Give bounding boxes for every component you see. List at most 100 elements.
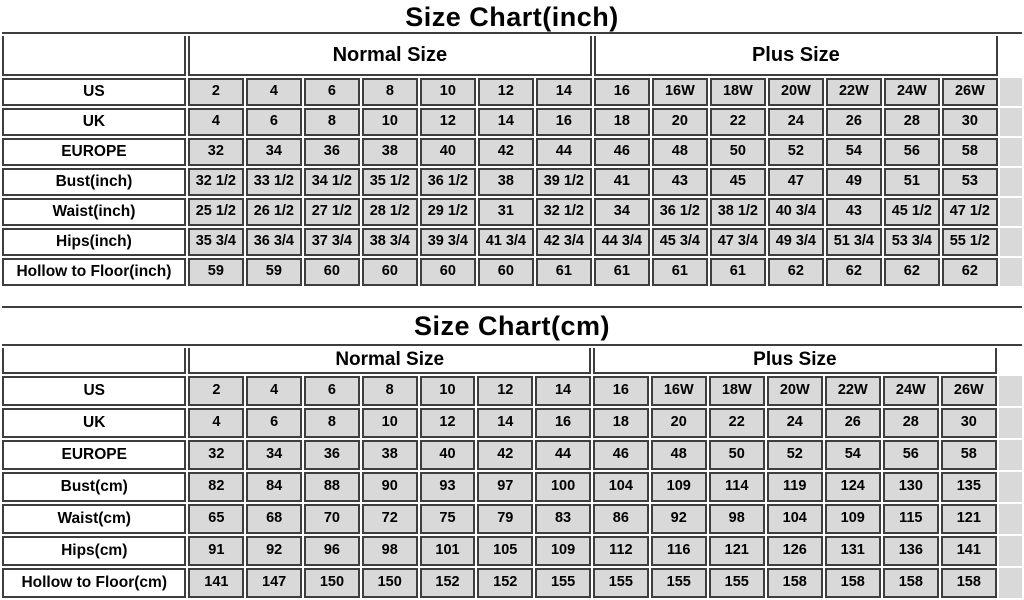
partial-next-column-cell [999, 78, 1022, 106]
size-value-cell: 59 [187, 258, 244, 286]
size-value-cell: 14 [477, 408, 534, 438]
size-value-cell: 39 3/4 [419, 228, 476, 256]
size-value-cell: 150 [304, 568, 360, 598]
size-value-cell: 6 [303, 78, 360, 106]
row-label: UK [2, 408, 187, 438]
size-value-cell: 27 1/2 [303, 198, 360, 226]
size-value-cell: 24W [883, 78, 940, 106]
size-value-cell: 4 [246, 376, 303, 406]
partial-next-column-cell [999, 108, 1022, 136]
row-label: US [2, 78, 186, 106]
size-value-cell: 26W [940, 376, 997, 406]
size-value-cell: 141 [188, 568, 245, 598]
size-value-cell: 8 [303, 108, 360, 136]
row-label: EUROPE [2, 138, 186, 166]
size-value-cell: 60 [419, 258, 476, 286]
size-value-cell: 10 [419, 376, 476, 406]
size-value-cell: 158 [940, 568, 997, 598]
size-value-cell: 14 [535, 78, 592, 106]
row-label: Hips(inch) [2, 228, 186, 256]
size-value-cell: 158 [824, 568, 881, 598]
size-value-cell: 45 [709, 168, 766, 196]
size-value-cell: 20 [651, 108, 708, 136]
size-value-cell: 16W [650, 376, 707, 406]
size-value-cell: 18 [593, 108, 650, 136]
size-value-cell: 88 [304, 472, 360, 502]
size-value-cell: 131 [824, 536, 881, 566]
row-label: Bust(cm) [2, 472, 187, 502]
size-value-cell: 155 [592, 568, 649, 598]
partial-next-column-cell [999, 348, 1022, 374]
partial-next-column-cell [998, 504, 1022, 534]
size-value-cell: 16 [535, 108, 592, 136]
size-value-cell: 49 3/4 [767, 228, 824, 256]
size-value-cell: 6 [304, 376, 360, 406]
size-chart-inch-table: Size Chart(inch) Normal Size Plus Size U… [0, 0, 1024, 288]
size-value-cell: 42 3/4 [535, 228, 592, 256]
size-value-cell: 155 [650, 568, 707, 598]
size-value-cell: 36 [304, 440, 360, 470]
group-header-row: Normal Size Plus Size [2, 348, 1022, 374]
table-row: Waist(cm) 65 68 70 72 75 79 83 86 92 98 104 109 115 12… [2, 504, 1022, 534]
size-value-cell: 60 [303, 258, 360, 286]
size-value-cell: 40 3/4 [767, 198, 824, 226]
size-value-cell: 8 [361, 78, 418, 106]
size-value-cell: 16 [535, 408, 591, 438]
table-row: US 2 4 6 8 10 12 14 16 16W 18W 20W 22W 24W 26W [2, 376, 1022, 406]
row-label: US [2, 376, 187, 406]
table-row: UK 4 6 8 10 12 14 16 18 20 22 24 26 28 30 [2, 408, 1022, 438]
size-value-cell: 22W [824, 376, 881, 406]
size-value-cell: 51 [883, 168, 940, 196]
size-value-cell: 158 [766, 568, 823, 598]
row-label: EUROPE [2, 440, 187, 470]
size-value-cell: 12 [477, 376, 534, 406]
size-value-cell: 35 3/4 [187, 228, 244, 256]
size-value-cell: 109 [824, 504, 881, 534]
size-value-cell: 4 [245, 78, 302, 106]
size-value-cell: 101 [419, 536, 476, 566]
table-row: Hips(cm) 91 92 96 98 101 105 109 112 116 121 126 131… [2, 536, 1022, 566]
group-header-plus-size: Plus Size [593, 36, 998, 76]
size-value-cell: 46 [593, 138, 650, 166]
size-value-cell: 24W [882, 376, 939, 406]
size-value-cell: 45 3/4 [651, 228, 708, 256]
size-value-cell: 98 [361, 536, 418, 566]
size-value-cell: 26 1/2 [245, 198, 302, 226]
size-value-cell: 6 [246, 408, 303, 438]
row-label: Hollow to Floor(cm) [2, 568, 187, 598]
size-value-cell: 44 [535, 440, 591, 470]
size-value-cell: 55 1/2 [941, 228, 998, 256]
size-value-cell: 82 [188, 472, 245, 502]
table-row: Hollow to Floor(cm) 141 147 150 150 152 152 155… [2, 568, 1022, 598]
size-value-cell: 92 [650, 504, 707, 534]
size-value-cell: 100 [535, 472, 591, 502]
size-value-cell: 34 [246, 440, 303, 470]
partial-next-column-cell [998, 376, 1022, 406]
partial-next-column-cell [999, 198, 1022, 226]
size-value-cell: 28 1/2 [361, 198, 418, 226]
size-value-cell: 32 1/2 [187, 168, 244, 196]
size-value-cell: 53 3/4 [883, 228, 940, 256]
size-value-cell: 12 [477, 78, 534, 106]
size-value-cell: 30 [940, 408, 997, 438]
size-value-cell: 8 [304, 408, 360, 438]
size-value-cell: 141 [940, 536, 997, 566]
size-value-cell: 10 [419, 78, 476, 106]
size-value-cell: 12 [419, 408, 476, 438]
table-row: Hollow to Floor(inch) 59 59 60 60 60 60 61 61 61 6… [2, 258, 1022, 286]
table-row: EUROPE 32 34 36 38 40 42 44 46 48 50 52 54 56 58 [2, 440, 1022, 470]
size-value-cell: 130 [882, 472, 939, 502]
size-value-cell: 8 [361, 376, 418, 406]
size-value-cell: 61 [709, 258, 766, 286]
size-value-cell: 79 [477, 504, 534, 534]
table-row: Hips(inch) 35 3/4 36 3/4 37 3/4 38 3/4 39 3/4… [2, 228, 1022, 256]
partial-next-column-cell [998, 472, 1022, 502]
size-value-cell: 4 [187, 108, 244, 136]
size-value-cell: 62 [767, 258, 824, 286]
size-value-cell: 20 [650, 408, 707, 438]
row-label: Waist(inch) [2, 198, 186, 226]
size-value-cell: 41 [593, 168, 650, 196]
size-value-cell: 16 [593, 78, 650, 106]
size-value-cell: 48 [651, 138, 708, 166]
